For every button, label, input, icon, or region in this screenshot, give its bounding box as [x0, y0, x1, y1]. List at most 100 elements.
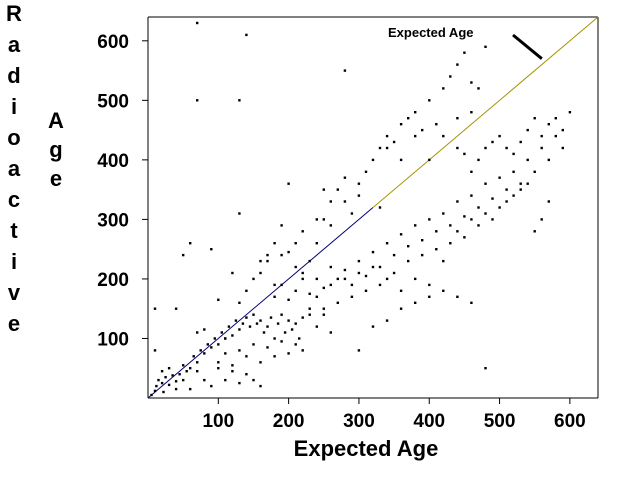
data-point [336, 301, 339, 304]
data-point [484, 182, 487, 185]
data-point [308, 292, 311, 295]
data-point [442, 87, 445, 90]
y-tick-label: 100 [97, 329, 129, 350]
data-point [283, 331, 287, 334]
data-point [414, 301, 417, 304]
data-point [308, 307, 311, 310]
data-point [150, 393, 153, 397]
data-point [484, 367, 487, 370]
y-axis-title-letter: A [48, 108, 64, 133]
data-point [301, 230, 304, 233]
data-point [234, 319, 238, 322]
data-point [153, 389, 157, 393]
data-point [315, 277, 318, 281]
data-point [182, 378, 185, 382]
data-point [238, 212, 241, 215]
data-point [259, 361, 262, 364]
data-point [329, 265, 332, 269]
data-point [280, 224, 283, 227]
data-point [255, 322, 259, 325]
data-point [227, 325, 231, 328]
data-point [329, 224, 332, 227]
data-point [554, 134, 557, 138]
data-point [442, 212, 445, 215]
data-point [238, 99, 241, 102]
data-point [301, 277, 304, 281]
data-point [547, 123, 550, 126]
data-point [533, 170, 536, 173]
data-point [322, 188, 325, 191]
data-point [217, 298, 220, 301]
data-point [526, 182, 529, 185]
data-point [392, 253, 396, 257]
x-tick-label: 200 [273, 411, 305, 432]
data-point [491, 140, 494, 144]
data-point [217, 361, 220, 364]
data-point [378, 265, 382, 269]
data-point [484, 45, 487, 48]
data-point [385, 242, 389, 245]
data-point [245, 33, 248, 37]
data-point [533, 117, 536, 120]
data-point [192, 355, 195, 358]
data-point [357, 182, 361, 185]
data-point [231, 271, 234, 275]
data-point [196, 370, 199, 373]
data-point [329, 331, 332, 334]
data-point [561, 128, 564, 132]
data-point [442, 259, 445, 263]
y-axis-title-letter: c [8, 187, 20, 212]
data-point [259, 271, 262, 275]
data-point [378, 206, 382, 209]
data-point [505, 146, 508, 150]
data-point [273, 337, 276, 340]
data-point [343, 200, 347, 203]
data-point [540, 146, 543, 150]
data-point [196, 331, 199, 334]
data-point [357, 259, 361, 263]
y-axis-title-letter: a [8, 32, 21, 57]
x-tick-label: 500 [484, 411, 516, 432]
data-point [519, 182, 522, 185]
data-point [505, 200, 508, 203]
data-point [266, 259, 269, 263]
data-point [220, 331, 223, 334]
data-point [470, 218, 473, 221]
data-point [399, 233, 403, 236]
y-axis-title-letter: t [10, 218, 18, 243]
data-point [378, 146, 382, 150]
data-point [189, 387, 192, 391]
data-point [357, 194, 361, 197]
data-point [435, 248, 438, 251]
data-point [428, 283, 431, 287]
data-point [182, 364, 185, 367]
data-point [343, 268, 347, 272]
data-point [371, 325, 375, 328]
data-point [174, 307, 178, 310]
y-axis-title-letter: a [8, 156, 21, 181]
data-point [463, 236, 466, 239]
data-point [167, 367, 171, 370]
y-tick-label: 200 [97, 270, 129, 291]
y-axis-title-letter: v [8, 280, 21, 305]
data-point [364, 274, 368, 278]
data-point [287, 298, 290, 301]
data-point [182, 253, 185, 257]
data-points [150, 21, 572, 397]
data-point [294, 242, 297, 245]
data-point [252, 378, 255, 382]
annotation-arrow [512, 33, 543, 60]
data-point [196, 361, 199, 364]
data-point [276, 322, 280, 325]
data-point [470, 301, 473, 304]
data-point [407, 245, 410, 248]
data-point [512, 152, 515, 156]
data-point [315, 242, 318, 245]
data-point [238, 301, 241, 304]
data-point [210, 346, 213, 349]
data-point [287, 319, 290, 322]
x-tick-label: 400 [413, 411, 445, 432]
data-point [294, 289, 297, 292]
data-point [357, 271, 361, 275]
data-point [174, 380, 178, 383]
